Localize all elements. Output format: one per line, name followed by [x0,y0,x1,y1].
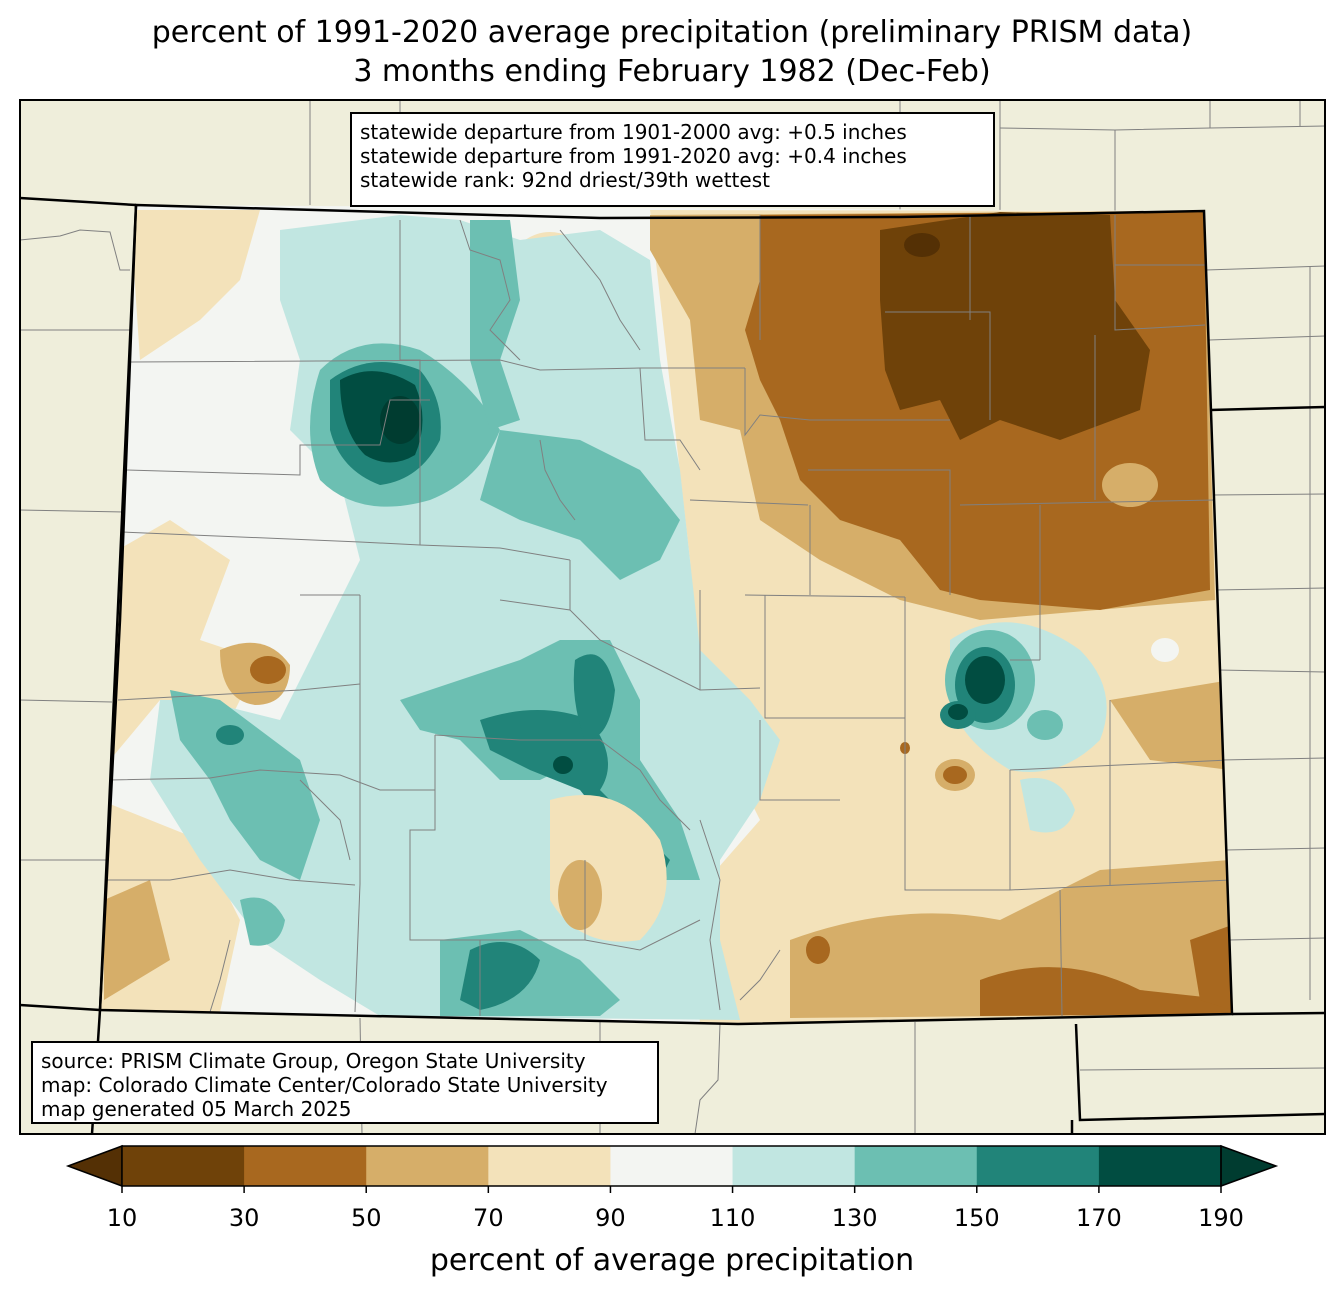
colorbar [65,1144,1279,1193]
colorbar-tick-label: 110 [709,1204,756,1232]
colorado-border [98,203,1234,1026]
colorbar-segment [732,1146,856,1186]
map-credit-line: map: Colorado Climate Center/Colorado St… [41,1073,608,1097]
generated-date-line: map generated 05 March 2025 [41,1097,352,1121]
colorbar-segment [610,1146,734,1186]
colorbar-over-triangle [1220,1144,1279,1188]
colorbar-tick-label: 170 [1075,1204,1122,1232]
colorbar-segments [122,1146,1222,1186]
map-title-line1: percent of 1991-2020 average precipitati… [151,15,1193,50]
statewide-stats-box: statewide departure from 1901-2000 avg: … [350,112,995,207]
colorbar-tick-label: 10 [106,1204,138,1232]
colorbar-label: percent of average precipitation [429,1243,915,1278]
colorbar-under-triangle [65,1144,123,1188]
stats-rank: statewide rank: 92nd driest/39th wettest [360,168,770,192]
colorado-precip-field [100,205,1232,1024]
colorbar-tick-label: 70 [473,1204,504,1232]
colorbar-segment [244,1146,367,1186]
colorbar-segment [1098,1146,1222,1186]
colorbar-segment [976,1146,1100,1186]
colorbar-segment [122,1146,245,1186]
colorbar-tick-label: 50 [350,1204,382,1232]
map-title-line2: 3 months ending February 1982 (Dec-Feb) [353,54,991,89]
source-box: source: PRISM Climate Group, Oregon Stat… [31,1041,659,1124]
stats-departure-1991: statewide departure from 1991-2020 avg: … [360,144,907,168]
source-line: source: PRISM Climate Group, Oregon Stat… [41,1049,586,1073]
colorbar-segment [366,1146,489,1186]
colorbar-tick-label: 90 [595,1204,626,1232]
colorbar-tick-label: 190 [1198,1204,1244,1232]
map-frame [19,99,1326,1135]
colorbar-segment [488,1146,611,1186]
colorbar-tick-label: 150 [953,1204,1000,1232]
colorbar-tick-label: 130 [831,1204,878,1232]
stats-departure-1901: statewide departure from 1901-2000 avg: … [360,120,907,144]
colorbar-segment [854,1146,978,1186]
county-lines [106,215,1231,1017]
colorbar-tick-label: 30 [228,1204,260,1232]
